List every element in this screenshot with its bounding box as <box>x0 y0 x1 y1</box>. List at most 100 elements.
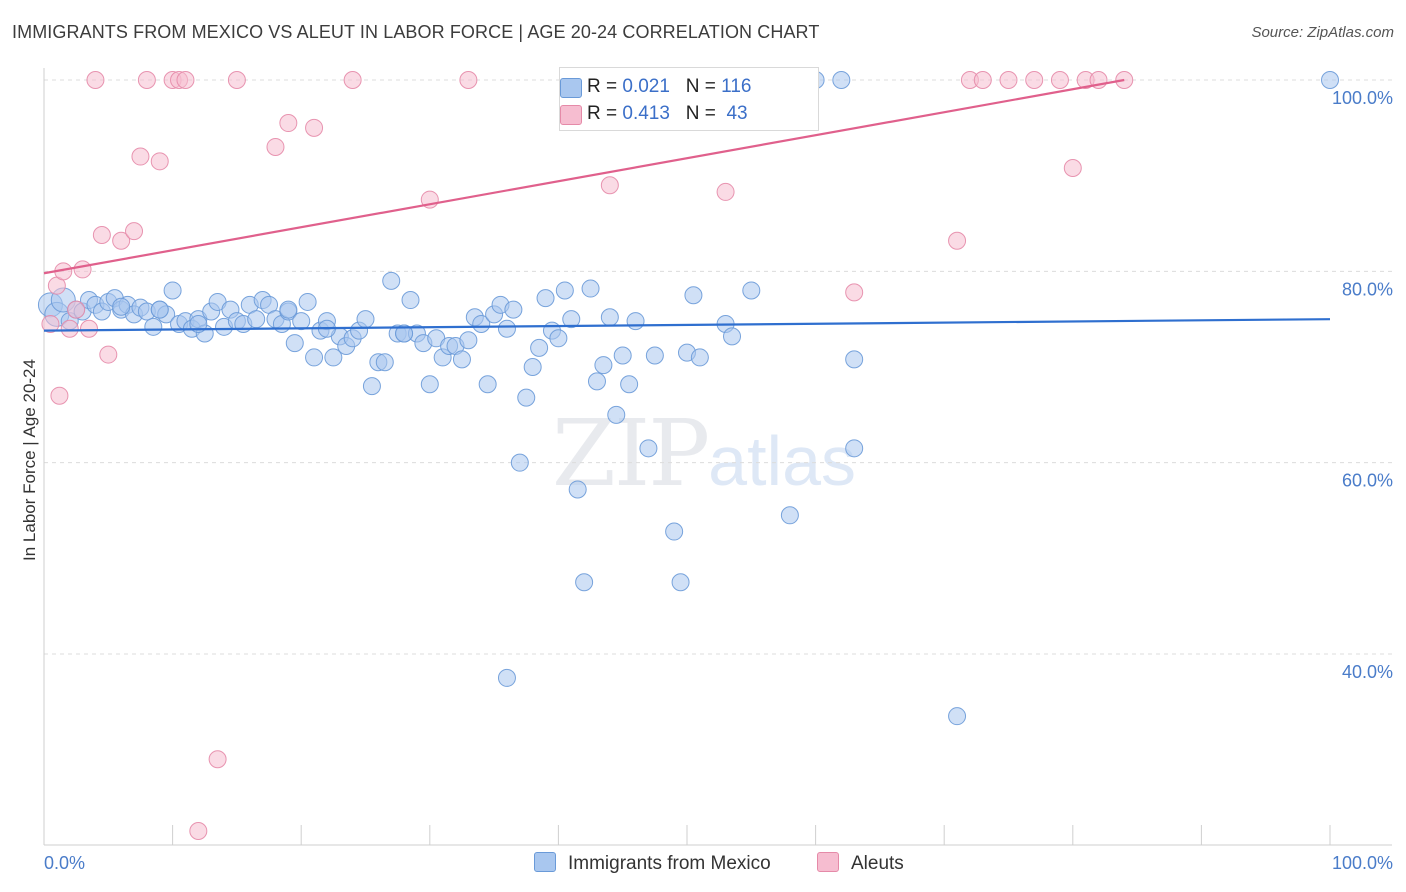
point-mexico <box>510 453 529 472</box>
stats-legend-row-mexico: R = 0.021 N = 116 <box>560 76 752 98</box>
point-mexico <box>613 346 632 365</box>
point-aleuts <box>1063 159 1082 178</box>
bottom-legend-label-aleuts: Aleuts <box>851 853 904 874</box>
point-mexico <box>517 388 536 407</box>
point-aleuts <box>60 319 79 338</box>
point-aleuts <box>999 71 1018 89</box>
point-aleuts <box>92 225 111 244</box>
y-tick-label: 40.0% <box>1342 662 1393 682</box>
point-aleuts <box>131 147 150 166</box>
legend-swatch-aleuts <box>560 105 582 125</box>
point-aleuts <box>150 152 169 171</box>
r-label: R = <box>587 103 618 124</box>
point-mexico <box>594 356 613 375</box>
stats-legend: R = 0.021 N = 116 R = 0.413 N = 43 <box>559 67 819 131</box>
point-mexico <box>845 439 864 458</box>
point-mexico <box>626 312 645 331</box>
point-aleuts <box>189 821 208 840</box>
point-aleuts <box>99 345 118 364</box>
r-value-mexico: 0.021 <box>622 76 670 97</box>
point-aleuts <box>112 231 131 250</box>
point-aleuts <box>227 71 246 89</box>
point-mexico <box>742 281 761 300</box>
point-mexico <box>639 439 658 458</box>
point-aleuts <box>67 300 86 319</box>
point-mexico <box>530 338 549 357</box>
point-aleuts <box>459 71 478 89</box>
point-mexico <box>587 372 606 391</box>
point-mexico <box>549 329 568 348</box>
bottom-legend-swatch-aleuts <box>817 852 839 872</box>
n-value-aleuts: 43 <box>726 103 748 124</box>
point-mexico <box>478 375 497 394</box>
bottom-legend-mexico[interactable]: Immigrants from Mexico <box>534 852 771 875</box>
point-mexico <box>279 300 298 319</box>
point-mexico <box>504 300 523 319</box>
trendline-mexico <box>43 318 1331 332</box>
point-mexico <box>575 573 594 592</box>
point-mexico <box>684 286 703 305</box>
point-mexico <box>401 291 420 310</box>
y-tick-label: 100.0% <box>1332 88 1393 108</box>
r-label: R = <box>587 76 618 97</box>
point-mexico <box>150 300 169 319</box>
y-tick-label: 60.0% <box>1342 471 1393 491</box>
point-mexico <box>362 377 381 396</box>
x-tick-label-min: 0.0% <box>44 853 85 873</box>
point-mexico <box>690 348 709 367</box>
x-tick-label-max: 100.0% <box>1332 853 1393 873</box>
bottom-legend-aleuts[interactable]: Aleuts <box>817 852 904 875</box>
point-aleuts <box>305 118 324 137</box>
n-label: N = <box>685 103 716 124</box>
point-aleuts <box>41 314 60 333</box>
point-mexico <box>536 289 555 308</box>
point-aleuts <box>176 71 195 89</box>
point-aleuts <box>948 231 967 250</box>
point-mexico <box>305 348 324 367</box>
n-label: N = <box>685 76 716 97</box>
point-mexico <box>581 279 600 298</box>
point-mexico <box>285 334 304 353</box>
bottom-legend-swatch-mexico <box>534 852 556 872</box>
trendline-aleuts <box>43 78 1125 275</box>
point-aleuts <box>600 176 619 195</box>
chart-title: IMMIGRANTS FROM MEXICO VS ALEUT IN LABOR… <box>12 22 820 42</box>
point-mexico <box>600 308 619 327</box>
point-aleuts <box>86 71 105 89</box>
point-mexico <box>568 480 587 499</box>
point-mexico <box>555 281 574 300</box>
point-mexico <box>420 375 439 394</box>
point-mexico <box>607 405 626 424</box>
point-mexico <box>780 506 799 525</box>
point-mexico <box>459 331 478 350</box>
stats-legend-row-aleuts: R = 0.413 N = 43 <box>560 103 748 125</box>
n-value-mexico: 116 <box>721 76 752 97</box>
point-mexico <box>832 71 851 89</box>
point-aleuts <box>266 137 285 156</box>
legend-swatch-mexico <box>560 78 582 98</box>
point-mexico <box>645 346 664 365</box>
point-mexico <box>395 324 414 343</box>
point-mexico <box>298 292 317 311</box>
point-aleuts <box>50 386 69 405</box>
point-mexico <box>665 522 684 541</box>
point-mexico <box>497 668 516 687</box>
point-mexico <box>723 327 742 346</box>
point-mexico <box>356 310 375 329</box>
point-mexico <box>472 314 491 333</box>
point-mexico <box>375 353 394 372</box>
point-mexico <box>497 319 516 338</box>
point-aleuts <box>125 222 144 241</box>
point-mexico <box>292 312 311 331</box>
point-mexico <box>948 707 967 726</box>
point-aleuts <box>279 114 298 133</box>
point-mexico <box>452 350 471 369</box>
point-mexico <box>112 297 131 316</box>
r-value-aleuts: 0.413 <box>622 103 670 124</box>
point-aleuts <box>137 71 156 89</box>
point-aleuts <box>1025 71 1044 89</box>
point-mexico <box>845 350 864 369</box>
watermark-atlas: atlas <box>708 422 857 500</box>
source-label: Source: ZipAtlas.com <box>1251 24 1394 41</box>
